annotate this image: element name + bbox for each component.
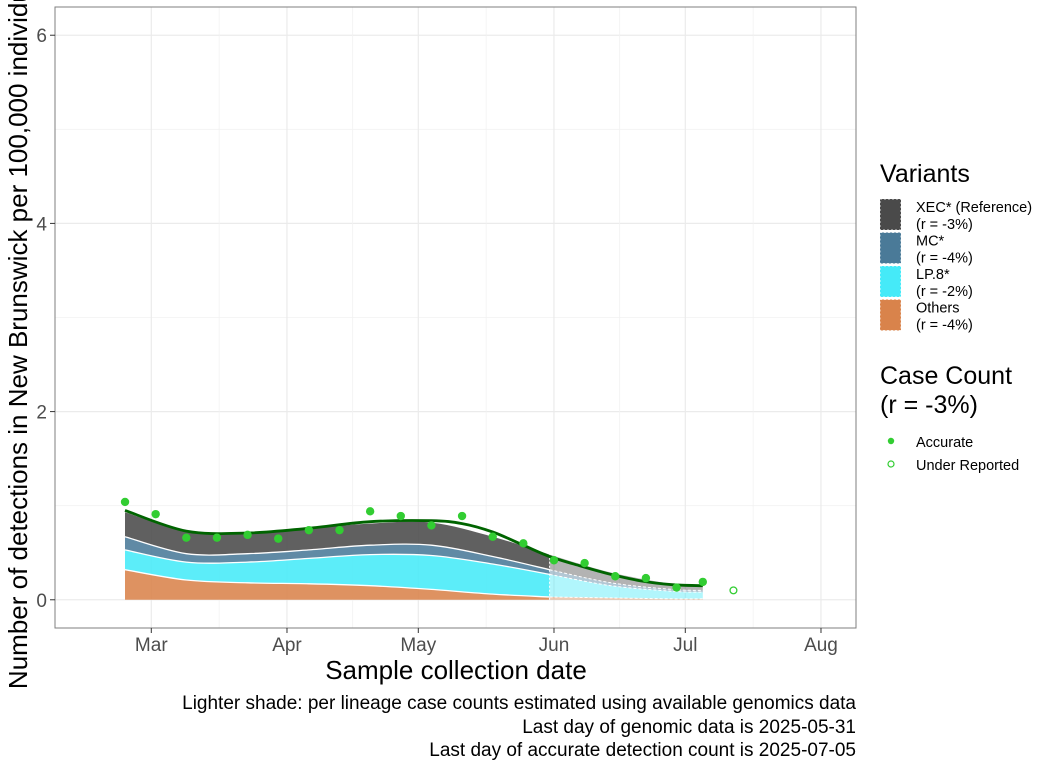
legend-accurate-label: Accurate bbox=[916, 435, 973, 451]
area-boundary-line bbox=[124, 549, 550, 576]
total-line-group bbox=[124, 509, 703, 588]
area-lp-8- bbox=[125, 549, 550, 597]
legend-variant-name: LP.8* bbox=[916, 267, 950, 283]
legend-accurate-marker bbox=[887, 437, 895, 445]
case-count-points bbox=[120, 497, 738, 595]
caption-line-1: Lighter shade: per lineage case counts e… bbox=[182, 693, 856, 714]
legend-variant-r: (r = -4%) bbox=[916, 318, 973, 334]
case-point-accurate bbox=[580, 558, 589, 568]
case-point-accurate bbox=[243, 530, 252, 540]
x-axis-title: Sample collection date bbox=[325, 655, 587, 685]
x-tick-label: Aug bbox=[804, 635, 838, 656]
y-tick-label: 6 bbox=[36, 26, 47, 47]
case-point-accurate bbox=[396, 511, 405, 521]
caption-line-2: Last day of genomic data is 2025-05-31 bbox=[522, 717, 856, 738]
gridlines bbox=[55, 7, 856, 628]
caption-line-3: Last day of accurate detection count is … bbox=[429, 740, 856, 761]
panel-border bbox=[54, 6, 857, 629]
legend-case-title-line2: (r = -3%) bbox=[880, 391, 978, 419]
legend-under-reported-marker bbox=[887, 460, 895, 468]
case-point-accurate bbox=[335, 525, 344, 535]
case-point-accurate bbox=[641, 573, 651, 583]
legend-variant-swatch bbox=[879, 265, 902, 298]
legend-variant-swatch bbox=[879, 198, 902, 231]
y-axis-title: Number of detections in New Brunswick pe… bbox=[3, 0, 33, 689]
area-boundary-line bbox=[124, 536, 550, 571]
stacked-areas bbox=[124, 512, 703, 600]
x-tick-label: Jun bbox=[539, 635, 570, 656]
case-point-accurate bbox=[672, 583, 681, 592]
legend-case-title-line1: Case Count bbox=[880, 362, 1012, 390]
total-detections-line bbox=[124, 509, 703, 588]
case-point-accurate bbox=[519, 539, 528, 548]
area-estimated-lp-8- bbox=[549, 574, 703, 599]
case-point-accurate bbox=[182, 533, 191, 542]
case-point-accurate bbox=[151, 509, 160, 519]
case-point-accurate bbox=[365, 507, 375, 516]
legend-variant-r: (r = -4%) bbox=[916, 251, 973, 267]
area-estimated-xec-reference- bbox=[549, 554, 703, 591]
area-mc- bbox=[125, 536, 550, 575]
x-tick-label: Mar bbox=[135, 635, 168, 656]
area-xec-reference- bbox=[125, 512, 550, 570]
case-point-accurate bbox=[427, 521, 436, 530]
case-point-accurate bbox=[457, 511, 467, 521]
case-point-accurate bbox=[304, 525, 314, 535]
case-point-accurate bbox=[549, 556, 559, 565]
y-axis: 0 2 4 6 bbox=[36, 26, 55, 612]
legend-variant-name: Others bbox=[916, 301, 960, 317]
x-tick-label: May bbox=[400, 635, 436, 656]
case-point-accurate bbox=[488, 532, 497, 541]
case-point-accurate bbox=[212, 533, 222, 542]
case-point-under-reported bbox=[729, 586, 738, 595]
legend-under-reported-label: Under Reported bbox=[916, 458, 1019, 474]
legend-variant-items: XEC* (Reference)(r = -3%)MC*(r = -4%)LP.… bbox=[879, 198, 1032, 334]
area-boundary-line-estimated bbox=[549, 573, 703, 593]
y-tick-label: 2 bbox=[36, 403, 47, 424]
legend-variant-swatch bbox=[879, 232, 902, 264]
x-tick-label: Jul bbox=[673, 635, 697, 656]
case-point-accurate bbox=[698, 577, 708, 587]
x-tick-label: Apr bbox=[272, 635, 302, 656]
legend-variant-name: MC* bbox=[916, 234, 945, 250]
legend: Variants XEC* (Reference)(r = -3%)MC*(r … bbox=[879, 160, 1032, 474]
legend-variant-name: XEC* (Reference) bbox=[916, 200, 1032, 216]
y-tick-label: 0 bbox=[36, 591, 47, 612]
case-point-accurate bbox=[120, 497, 130, 507]
case-point-accurate bbox=[611, 572, 620, 581]
area-boundary-line-estimated bbox=[549, 569, 703, 591]
area-boundary-line-estimated bbox=[549, 596, 703, 600]
legend-variants-title: Variants bbox=[880, 160, 970, 188]
case-point-accurate bbox=[274, 534, 283, 543]
legend-variant-swatch bbox=[879, 299, 902, 331]
y-tick-label: 4 bbox=[36, 214, 47, 235]
x-axis: Mar Apr May Jun Jul Aug bbox=[135, 628, 838, 656]
legend-variant-r: (r = -3%) bbox=[916, 217, 973, 233]
area-boundary-line bbox=[124, 569, 550, 598]
legend-variant-r: (r = -2%) bbox=[916, 284, 973, 300]
